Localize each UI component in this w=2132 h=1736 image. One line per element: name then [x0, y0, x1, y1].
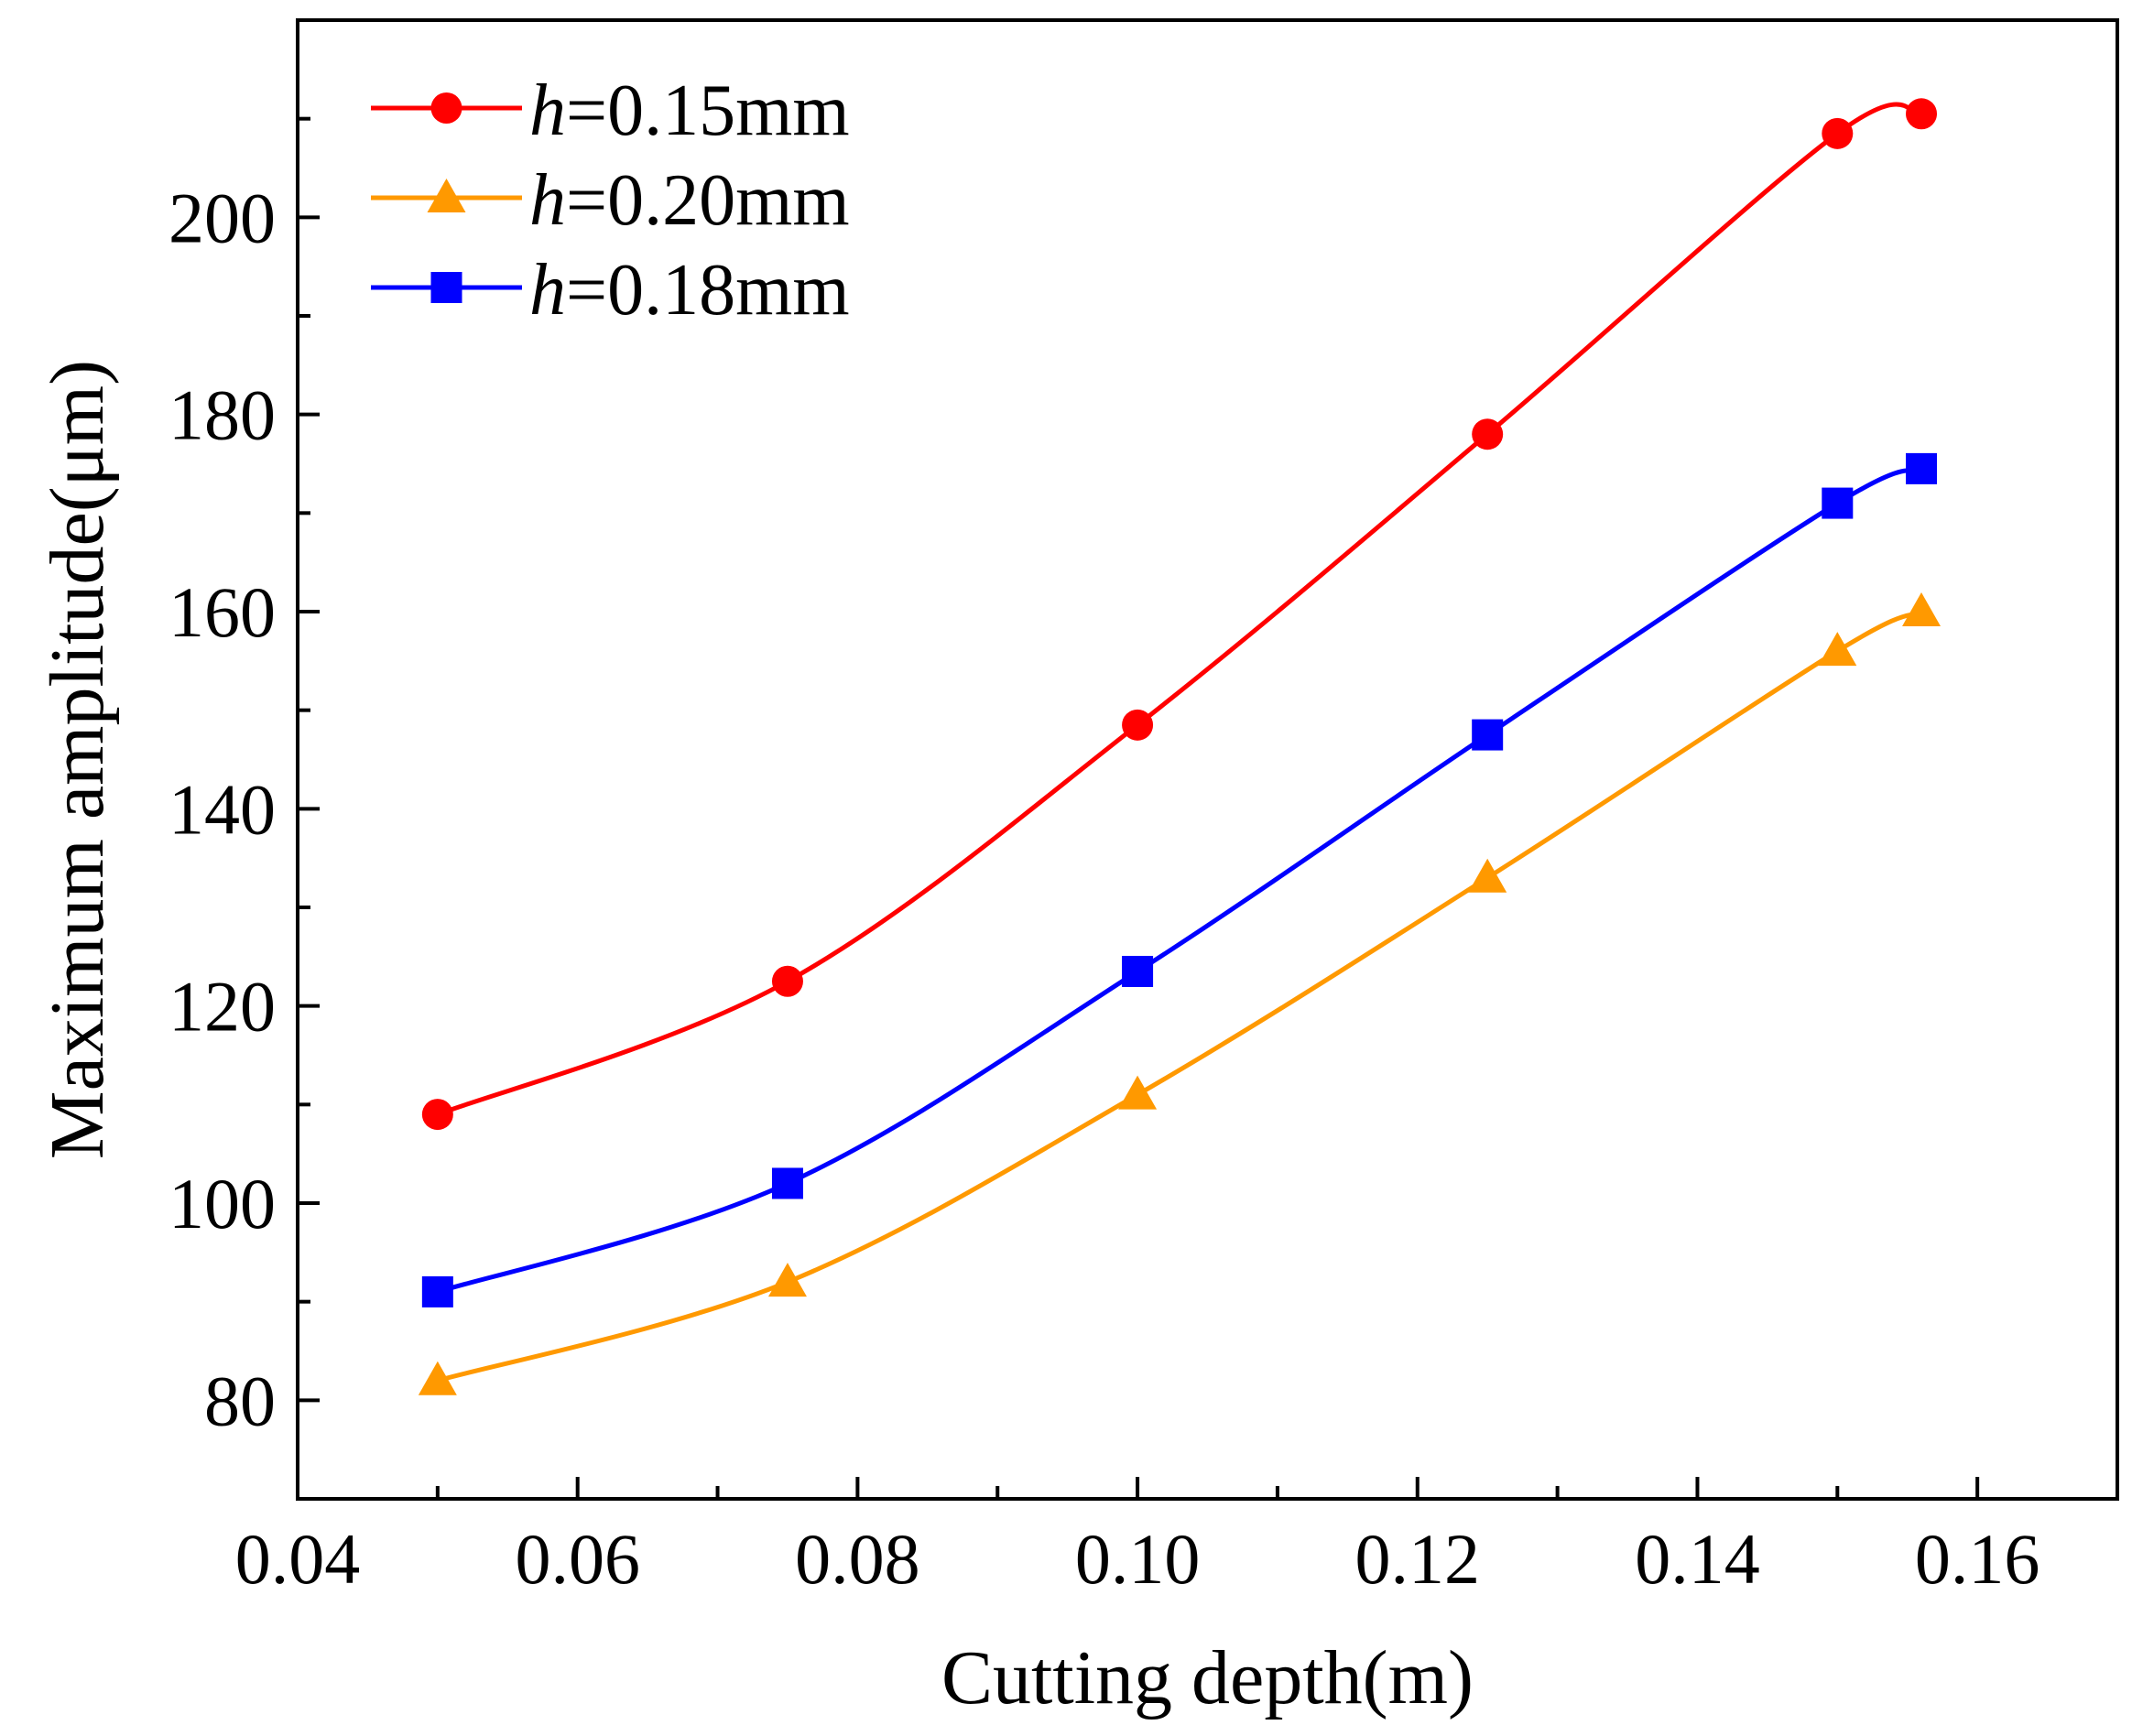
legend-item: h=0.18mm	[371, 250, 850, 331]
y-tick-label: 100	[169, 1164, 276, 1243]
legend-label-symbol: h	[529, 71, 566, 151]
legend-label: h=0.20mm	[529, 160, 850, 241]
data-point	[421, 1099, 453, 1131]
x-tick-label: 0.16	[1915, 1519, 2040, 1599]
data-point	[418, 1361, 457, 1395]
plot-frame	[296, 18, 2119, 1501]
data-point	[1906, 452, 1938, 484]
data-point	[767, 1263, 807, 1297]
y-tick-label: 160	[169, 572, 276, 652]
series-line	[437, 466, 1922, 1295]
data-point	[771, 965, 803, 997]
data-point	[1472, 418, 1504, 450]
x-tick-label: 0.08	[795, 1519, 920, 1599]
x-tick-label: 0.10	[1075, 1519, 1201, 1599]
tick-marks	[296, 18, 2119, 1501]
x-axis-title: Cutting depth(m)	[941, 1635, 1474, 1720]
legend-label-value: =0.15mm	[566, 71, 850, 151]
y-tick-label: 140	[169, 769, 276, 849]
x-tick-label: 0.12	[1355, 1519, 1481, 1599]
series-circle	[421, 98, 1938, 1131]
y-axis-title: Maximum amplitude(μm)	[35, 360, 120, 1159]
series-line	[437, 609, 1923, 1383]
legend-label: h=0.18mm	[529, 250, 850, 331]
y-tick-label: 200	[169, 178, 276, 257]
data-point	[1902, 592, 1942, 626]
data-point	[1122, 955, 1154, 987]
data-point	[1122, 709, 1154, 741]
data-point	[1118, 1075, 1158, 1110]
series-line	[436, 102, 1922, 1117]
legend-label-symbol: h	[529, 160, 566, 241]
x-tick-label: 0.14	[1635, 1519, 1760, 1599]
data-point	[1818, 632, 1857, 667]
data-point	[1822, 487, 1854, 519]
data-point	[1468, 858, 1507, 893]
series-triangle	[418, 592, 1942, 1395]
legend-marker	[430, 272, 462, 303]
data-point	[1822, 117, 1854, 149]
legend-label-value: =0.20mm	[566, 160, 850, 241]
data-point	[1906, 98, 1938, 130]
legend-label: h=0.15mm	[529, 71, 850, 151]
data-point	[421, 1275, 453, 1307]
legend-marker	[430, 92, 462, 124]
data-point	[1472, 719, 1504, 751]
x-tick-label: 0.04	[235, 1519, 361, 1599]
data-point	[771, 1167, 803, 1199]
y-tick-label: 80	[204, 1361, 276, 1440]
legend-item: h=0.15mm	[371, 71, 850, 151]
legend-label-symbol: h	[529, 250, 566, 331]
x-tick-label: 0.06	[515, 1519, 640, 1599]
tick-labels: 0.04 0.06 0.08 0.10 0.12 0.14 0.16 80 100 120 140 1…	[169, 178, 2040, 1599]
legend-label-value: =0.18mm	[566, 250, 850, 331]
plot-series	[418, 98, 1942, 1395]
legend-item: h=0.20mm	[371, 160, 850, 241]
y-tick-label: 120	[169, 967, 276, 1047]
y-tick-label: 180	[169, 375, 276, 455]
series-square	[421, 452, 1938, 1307]
legend-marker	[427, 179, 466, 212]
